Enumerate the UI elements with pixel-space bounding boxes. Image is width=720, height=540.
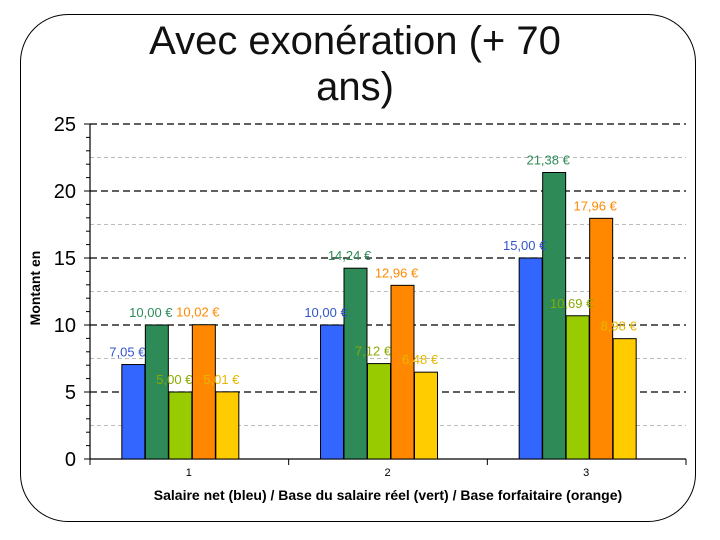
data-label: 14,24 € [328,248,372,263]
y-tick-label: 25 [54,114,76,136]
slide-frame [20,14,696,522]
bar [121,364,146,460]
data-label: 10,00 € [304,305,348,320]
data-label: 6,48 € [402,352,439,367]
bar [518,257,543,460]
x-tick-label: 1 [186,467,192,479]
bar [612,338,637,460]
data-label: 10,02 € [176,305,220,320]
data-label: 15,00 € [503,238,547,253]
bar [168,391,193,460]
data-label: 10,69 € [550,296,594,311]
data-label: 10,00 € [129,305,173,320]
y-tick-label: 0 [65,449,76,471]
bar [589,217,614,460]
y-tick-label: 10 [54,315,76,337]
bar [542,172,567,460]
data-label: 17,96 € [573,198,617,213]
bar [343,267,368,460]
bar [144,324,169,460]
data-label: 21,38 € [526,153,570,168]
data-label: 7,05 € [109,345,146,360]
data-label: 5,01 € [203,372,240,387]
x-tick-label: 2 [384,467,390,479]
bar [414,371,438,460]
data-label: 7,12 € [355,344,392,359]
data-labels: 7,05 € 10,00 € 5,00 € 10,02 € 5,01 € 10,00 € 1… [109,153,637,387]
bar [215,391,240,460]
bar [191,324,216,460]
bar [367,363,391,460]
data-label: 8,98 € [601,319,638,334]
y-tick-label: 15 [54,248,76,270]
y-tick-label: 20 [54,181,76,203]
y-tick-label: 5 [65,382,76,404]
bar [320,324,344,460]
bar [390,284,415,460]
y-axis-title: Montant en [27,251,43,326]
x-axis-title: Salaire net (bleu) / Base du salaire rée… [154,487,622,503]
chart-title: Avec exonération (+ 70 ans) [149,19,561,109]
bar [565,315,590,460]
data-label: 12,96 € [375,265,419,280]
bars [121,172,637,460]
x-tick-label: 3 [583,467,589,479]
data-label: 5,00 € [156,372,193,387]
